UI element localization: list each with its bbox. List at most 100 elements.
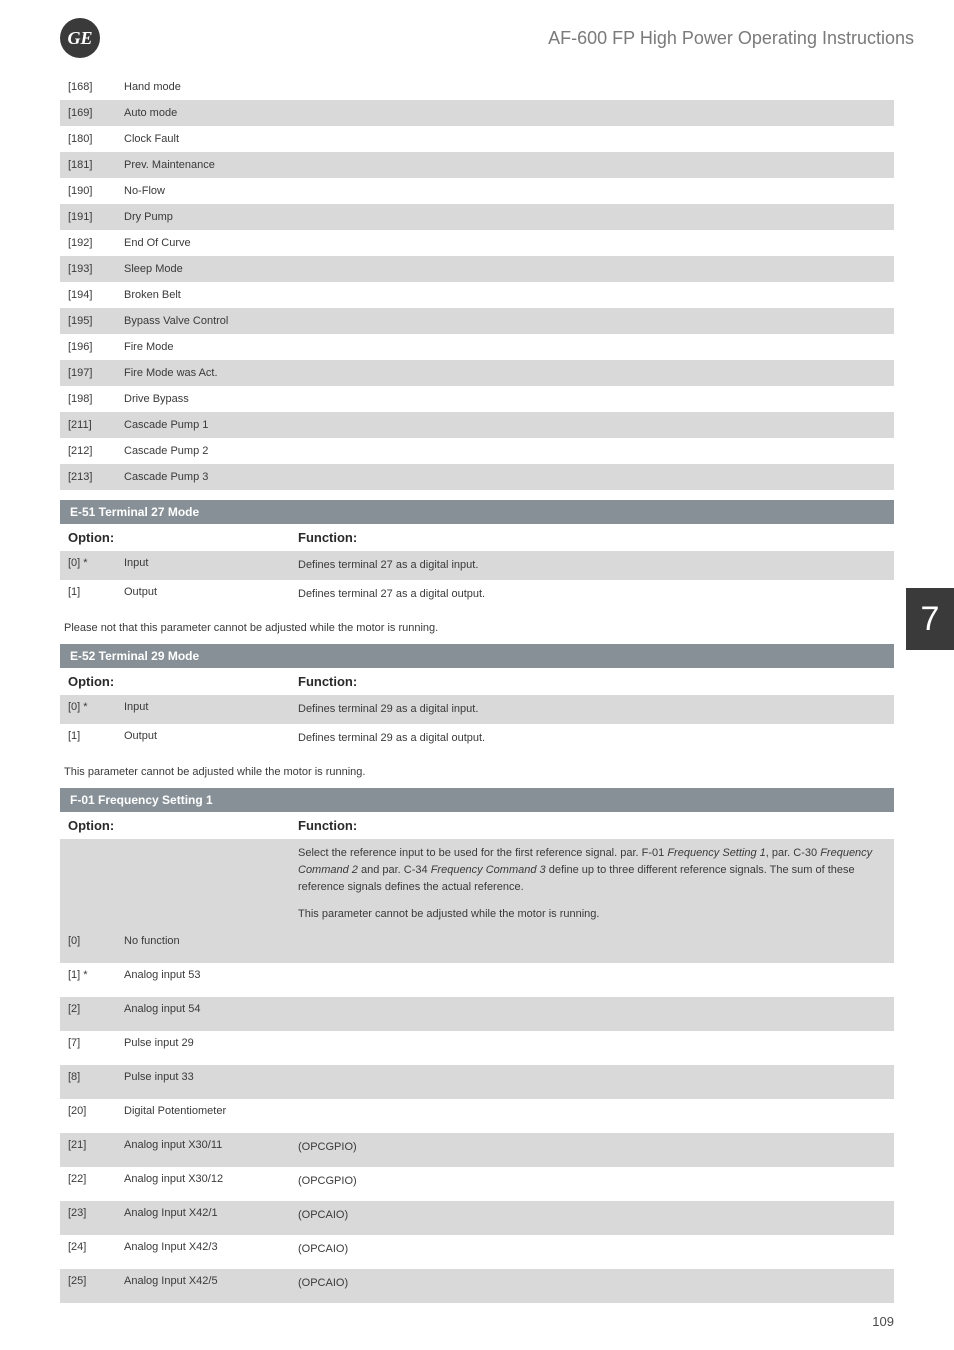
f01-desc-part3: This parameter cannot be adjusted while … <box>298 908 599 920</box>
list-code: [193] <box>60 263 124 275</box>
table-row: [1]OutputDefines terminal 27 as a digita… <box>60 580 894 609</box>
list-item: [213]Cascade Pump 3 <box>60 464 894 490</box>
option-function: (OPCGPIO) <box>298 1139 886 1156</box>
f01-rows: [0]No function[1] *Analog input 53[2]Ana… <box>60 929 894 1303</box>
list-label: Cascade Pump 2 <box>124 445 894 457</box>
list-code: [196] <box>60 341 124 353</box>
logo-text: GE <box>67 28 92 49</box>
option-code: [25] <box>68 1275 124 1287</box>
side-tab: 7 <box>906 588 954 650</box>
option-code: [21] <box>68 1139 124 1151</box>
list-code: [168] <box>60 81 124 93</box>
list-item: [194]Broken Belt <box>60 282 894 308</box>
list-item: [169]Auto mode <box>60 100 894 126</box>
f01-desc-em1: Frequency Setting 1 <box>667 847 765 859</box>
option-code: [23] <box>68 1207 124 1219</box>
list-label: Cascade Pump 1 <box>124 419 894 431</box>
table-row: [0] *InputDefines terminal 29 as a digit… <box>60 695 894 724</box>
list-label: Hand mode <box>124 81 894 93</box>
f01-function-header: Function: <box>298 818 894 833</box>
list-code: [211] <box>60 419 124 431</box>
section-f01-title: F-01 Frequency Setting 1 <box>60 788 894 812</box>
e52-header-row: Option: Function: <box>60 668 894 695</box>
f01-desc-part1: Select the reference input to be used fo… <box>298 847 667 859</box>
table-row: [2]Analog input 54 <box>60 997 894 1031</box>
list-label: End Of Curve <box>124 237 894 249</box>
e52-rows: [0] *InputDefines terminal 29 as a digit… <box>60 695 894 752</box>
option-code: [0] <box>68 935 124 947</box>
option-label: No function <box>124 935 298 947</box>
list-code: [212] <box>60 445 124 457</box>
option-code: [8] <box>68 1071 124 1083</box>
list-code: [198] <box>60 393 124 405</box>
list-item: [198]Drive Bypass <box>60 386 894 412</box>
list-item: [211]Cascade Pump 1 <box>60 412 894 438</box>
f01-description-row: Select the reference input to be used fo… <box>60 839 894 929</box>
option-code: [1] <box>68 730 124 742</box>
list-code: [181] <box>60 159 124 171</box>
list-label: Fire Mode was Act. <box>124 367 894 379</box>
e51-note: Please not that this parameter cannot be… <box>60 608 894 638</box>
option-function: Defines terminal 27 as a digital input. <box>298 557 886 574</box>
option-function: Defines terminal 29 as a digital output. <box>298 730 886 747</box>
list-label: No-Flow <box>124 185 894 197</box>
option-label: Analog input X30/12 <box>124 1173 298 1185</box>
e52-function-header: Function: <box>298 674 894 689</box>
table-row: [7]Pulse input 29 <box>60 1031 894 1065</box>
option-code: [1] * <box>68 969 124 981</box>
list-label: Auto mode <box>124 107 894 119</box>
e52-option-header: Option: <box>68 674 298 689</box>
option-function: (OPCAIO) <box>298 1241 886 1258</box>
option-function: Defines terminal 27 as a digital output. <box>298 586 886 603</box>
list-code: [169] <box>60 107 124 119</box>
list-code: [197] <box>60 367 124 379</box>
option-label: Input <box>124 701 298 713</box>
table-row: [0]No function <box>60 929 894 963</box>
option-code: [22] <box>68 1173 124 1185</box>
list-item: [180]Clock Fault <box>60 126 894 152</box>
side-tab-number: 7 <box>921 600 940 639</box>
table-row: [8]Pulse input 33 <box>60 1065 894 1099</box>
list-label: Fire Mode <box>124 341 894 353</box>
option-function: (OPCAIO) <box>298 1207 886 1224</box>
f01-desc-part1b: , par. C-30 <box>766 847 820 859</box>
list-code: [213] <box>60 471 124 483</box>
option-label: Analog Input X42/3 <box>124 1241 298 1253</box>
list-item: [168]Hand mode <box>60 74 894 100</box>
option-code: [20] <box>68 1105 124 1117</box>
f01-description: Select the reference input to be used fo… <box>298 845 886 923</box>
table-row: [21]Analog input X30/11(OPCGPIO) <box>60 1133 894 1167</box>
option-code: [0] * <box>68 557 124 569</box>
f01-header-row: Option: Function: <box>60 812 894 839</box>
list-item: [192]End Of Curve <box>60 230 894 256</box>
table-row: [23]Analog Input X42/1(OPCAIO) <box>60 1201 894 1235</box>
list-item: [191]Dry Pump <box>60 204 894 230</box>
list-label: Clock Fault <box>124 133 894 145</box>
option-label: Input <box>124 557 298 569</box>
section-e52-title: E-52 Terminal 29 Mode <box>60 644 894 668</box>
list-code: [180] <box>60 133 124 145</box>
option-label: Pulse input 29 <box>124 1037 298 1049</box>
option-label: Digital Potentiometer <box>124 1105 298 1117</box>
option-function: Defines terminal 29 as a digital input. <box>298 701 886 718</box>
page-header: GE AF-600 FP High Power Operating Instru… <box>0 0 954 68</box>
f01-desc-part2: and par. C-34 <box>358 864 431 876</box>
option-label: Analog input 54 <box>124 1003 298 1015</box>
e51-function-header: Function: <box>298 530 894 545</box>
e51-rows: [0] *InputDefines terminal 27 as a digit… <box>60 551 894 608</box>
list-item: [212]Cascade Pump 2 <box>60 438 894 464</box>
option-label: Analog input X30/11 <box>124 1139 298 1151</box>
section-e51-title: E-51 Terminal 27 Mode <box>60 500 894 524</box>
list-label: Prev. Maintenance <box>124 159 894 171</box>
table-row: [25]Analog Input X42/5(OPCAIO) <box>60 1269 894 1303</box>
list-item: [195]Bypass Valve Control <box>60 308 894 334</box>
list-label: Dry Pump <box>124 211 894 223</box>
list-label: Cascade Pump 3 <box>124 471 894 483</box>
option-code: [2] <box>68 1003 124 1015</box>
f01-option-header: Option: <box>68 818 298 833</box>
list-code: [194] <box>60 289 124 301</box>
list-code: [195] <box>60 315 124 327</box>
content: [168]Hand mode[169]Auto mode[180]Clock F… <box>0 68 954 1303</box>
page-number: 109 <box>872 1314 894 1329</box>
list-item: [193]Sleep Mode <box>60 256 894 282</box>
